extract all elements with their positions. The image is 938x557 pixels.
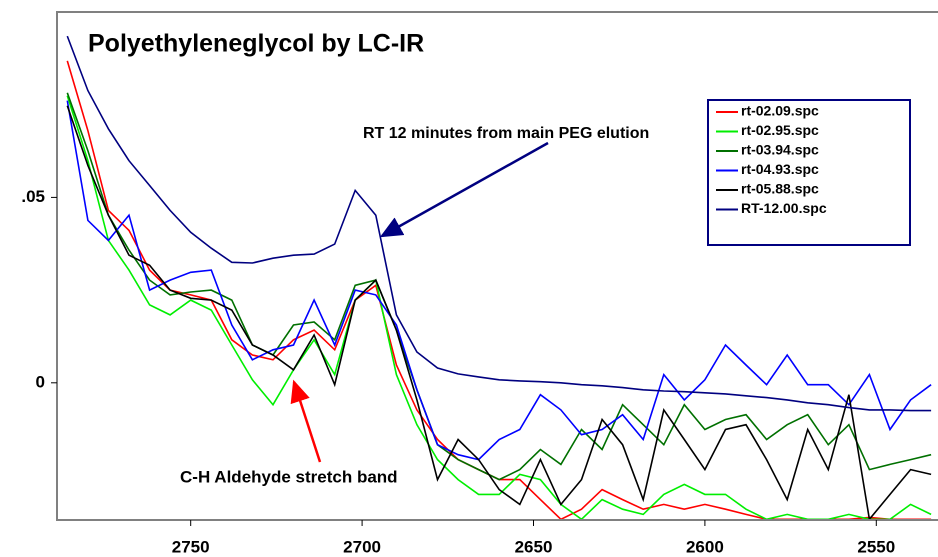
y-tick-label: 0 [36, 372, 45, 391]
series-line [66, 95, 932, 519]
annotation-arrow [290, 379, 322, 463]
series-line [66, 92, 932, 481]
legend-label: rt-02.95.spc [741, 122, 819, 138]
x-tick-label: 2650 [515, 537, 553, 556]
series-line [66, 100, 932, 461]
x-tick-label: 2600 [686, 537, 724, 556]
legend-label: rt-05.88.spc [741, 181, 819, 197]
legend-label: RT-12.00.spc [741, 200, 827, 216]
legend-label: rt-02.09.spc [741, 103, 819, 119]
annotation: RT 12 minutes from main PEG elution [363, 125, 649, 142]
legend-label: rt-04.93.spc [741, 161, 819, 177]
annotation-arrow [379, 141, 549, 238]
x-tick-label: 2700 [343, 537, 381, 556]
y-tick-label: .05 [21, 187, 45, 206]
legend-box [707, 99, 911, 246]
legend: rt-02.09.spc rt-02.95.spc rt-03.94.spc rt-0… [707, 99, 911, 246]
legend-label: rt-03.94.spc [741, 142, 819, 158]
x-tick-label: 2550 [857, 537, 895, 556]
chart-title: Polyethyleneglycol by LC-IR [88, 30, 424, 58]
plot-frame [56, 11, 938, 521]
annotation: C-H Aldehyde stretch band [180, 467, 398, 486]
series-line [66, 105, 932, 519]
x-tick-label: 2750 [172, 537, 210, 556]
lines [66, 35, 932, 519]
series-line [66, 35, 932, 412]
